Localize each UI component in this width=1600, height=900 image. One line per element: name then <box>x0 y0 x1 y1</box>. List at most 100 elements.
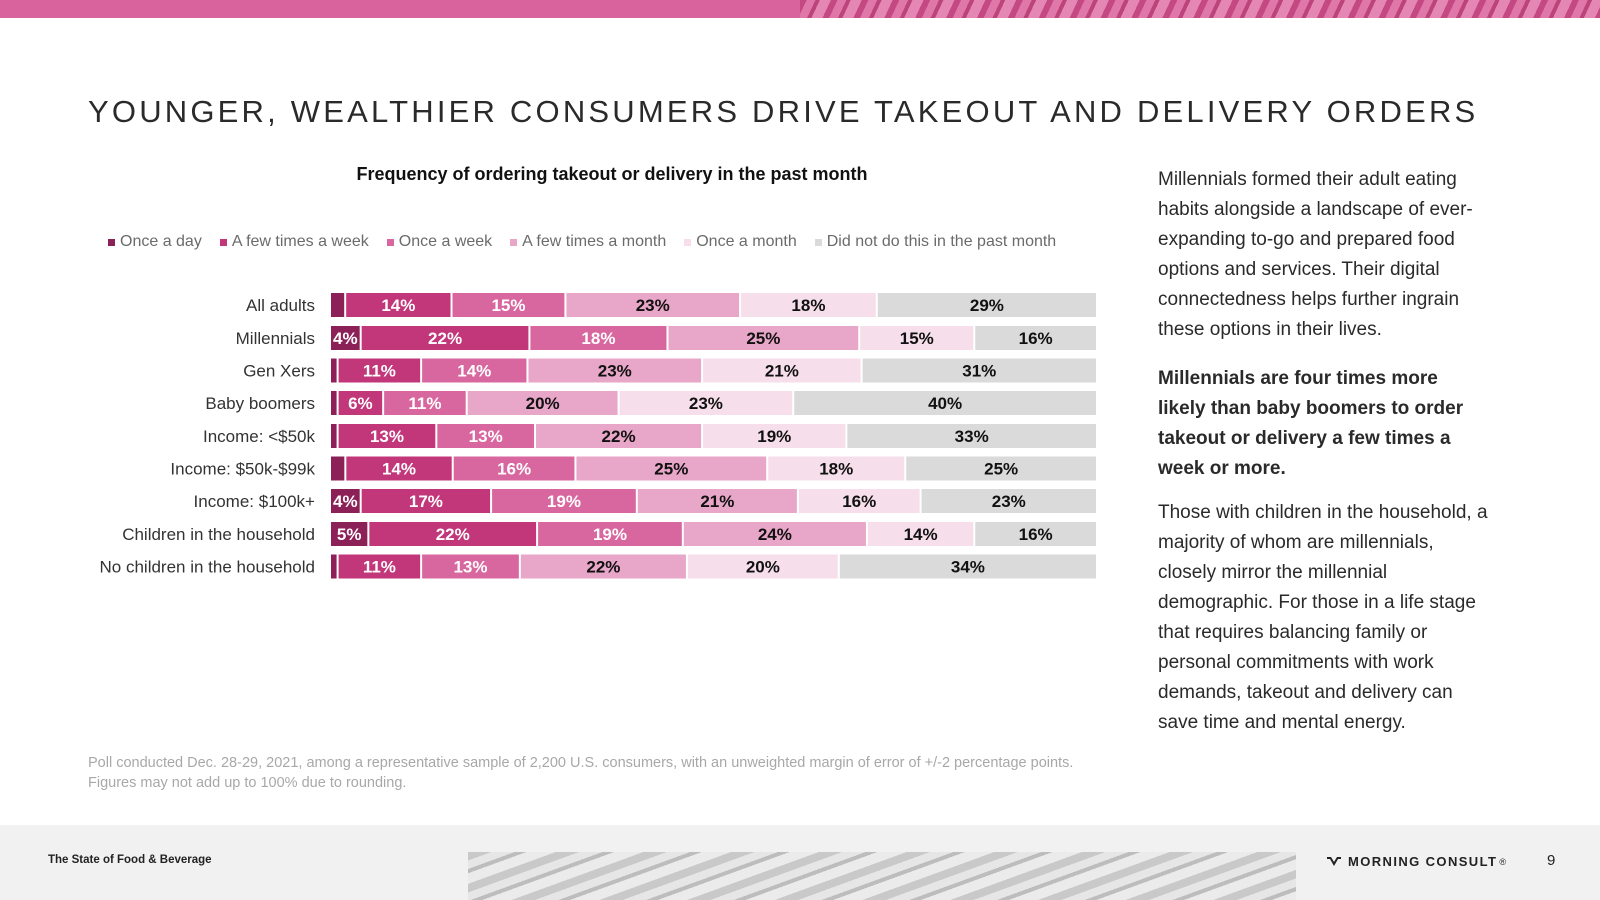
bar-segment <box>361 326 529 350</box>
data-label: 23% <box>992 492 1026 511</box>
data-label: 18% <box>581 329 615 348</box>
data-label: 16% <box>1019 329 1053 348</box>
legend-item: Did not do this in the past month <box>814 233 1057 251</box>
data-label: 34% <box>951 558 985 577</box>
data-label: 5% <box>337 525 362 544</box>
legend-item: A few times a week <box>219 233 369 251</box>
bar-segment <box>687 554 838 579</box>
legend-item: A few times a month <box>510 233 666 251</box>
legend-label: A few times a month <box>522 233 667 250</box>
legend-label: Once a month <box>696 233 797 250</box>
bar-segment <box>862 358 1096 383</box>
bar-segment <box>538 522 682 546</box>
bar-segment <box>361 489 491 513</box>
brand-logo: MORNING CONSULT ® <box>1326 854 1507 869</box>
bar-segment <box>338 391 383 415</box>
bar-segment <box>536 424 702 448</box>
data-label: 11% <box>363 558 396 577</box>
bar-segment <box>520 554 686 579</box>
bar-segment <box>703 358 861 383</box>
data-label: 25% <box>746 329 780 348</box>
bar-segment <box>453 456 575 481</box>
legend-swatch <box>510 238 518 246</box>
bar-segment <box>346 293 451 317</box>
data-label: 23% <box>689 394 723 413</box>
chart-title: Frequency of ordering takeout or deliver… <box>356 164 868 184</box>
stacked-bar-chart: All adults 14% 15% 23% 18% 29% Millennials 4% 22… <box>100 293 1096 579</box>
bar-segment <box>619 391 793 415</box>
data-label: 22% <box>586 558 620 577</box>
bar-segment <box>422 554 519 579</box>
category-label: Income: <$50k <box>203 427 315 446</box>
data-label: 18% <box>791 296 825 315</box>
category-label: Income: $50k-$99k <box>170 460 315 479</box>
data-label: 21% <box>765 362 799 381</box>
bar-segment <box>867 522 974 546</box>
footnote: Poll conducted Dec. 28-29, 2021, among a… <box>88 755 1074 791</box>
data-label: 16% <box>1019 525 1053 544</box>
bar-segment <box>668 326 859 350</box>
legend-label: Once a week <box>398 233 493 250</box>
bar-segment <box>741 293 876 317</box>
data-label: 25% <box>984 460 1018 479</box>
bar-segment <box>437 424 535 448</box>
data-label: 22% <box>602 427 636 446</box>
data-label: 18% <box>819 460 853 479</box>
bar-segment <box>683 522 866 546</box>
legend-item: Once a week <box>386 233 493 251</box>
bar-segment <box>346 456 452 481</box>
bar-segment <box>906 456 1096 481</box>
legend-swatch <box>386 238 394 246</box>
data-label: 24% <box>758 525 792 544</box>
commentary-paragraph-3: Those with children in the household, a … <box>1158 502 1488 733</box>
bar-segment <box>839 554 1096 579</box>
bar-segment <box>422 358 527 383</box>
legend-label: Did not do this in the past month <box>826 233 1057 250</box>
bar-segment <box>338 424 436 448</box>
footer: The State of Food & Beverage MORNING CON… <box>0 825 1600 900</box>
data-label: 14% <box>381 296 415 315</box>
legend-swatch <box>814 238 822 246</box>
bar-segment <box>331 522 368 546</box>
bar-segment <box>768 456 905 481</box>
data-label: 19% <box>547 492 581 511</box>
data-label: 6% <box>348 394 373 413</box>
bar-segment <box>921 489 1096 513</box>
data-label: 15% <box>491 296 525 315</box>
bar-segment <box>338 554 421 579</box>
data-label: 19% <box>757 427 791 446</box>
data-label: 22% <box>428 329 462 348</box>
data-label: 14% <box>457 362 491 381</box>
bar-segment <box>331 326 360 350</box>
bar-segment <box>576 456 767 481</box>
brand-name: MORNING CONSULT <box>1348 854 1498 869</box>
bar-segment <box>975 326 1096 350</box>
data-label: 22% <box>436 525 470 544</box>
data-label: 15% <box>900 329 934 348</box>
bar-segment <box>492 489 636 513</box>
data-label: 33% <box>955 427 989 446</box>
data-label: 11% <box>408 394 441 413</box>
category-label: All adults <box>246 296 315 315</box>
bar-segment <box>528 358 702 383</box>
bar-segment <box>877 293 1096 317</box>
commentary-paragraph-2: Millennials are four times more likely t… <box>1158 368 1464 479</box>
data-label: 23% <box>636 296 670 315</box>
bar-segment <box>369 522 537 546</box>
legend-swatch <box>684 238 692 246</box>
bar-segment <box>338 358 421 383</box>
data-label: 29% <box>970 296 1004 315</box>
data-label: 16% <box>497 460 531 479</box>
data-label: 17% <box>409 492 443 511</box>
category-label: Children in the household <box>122 525 315 544</box>
bar-segment <box>566 293 740 317</box>
data-label: 13% <box>453 558 487 577</box>
data-label: 14% <box>904 525 938 544</box>
category-label: Gen Xers <box>243 362 315 381</box>
bar-segment <box>384 391 466 415</box>
data-label: 11% <box>363 362 396 381</box>
data-label: 14% <box>382 460 416 479</box>
brand-registered-mark: ® <box>1499 856 1508 867</box>
top-bar-texture <box>800 0 1600 18</box>
bar-segment <box>331 489 360 513</box>
